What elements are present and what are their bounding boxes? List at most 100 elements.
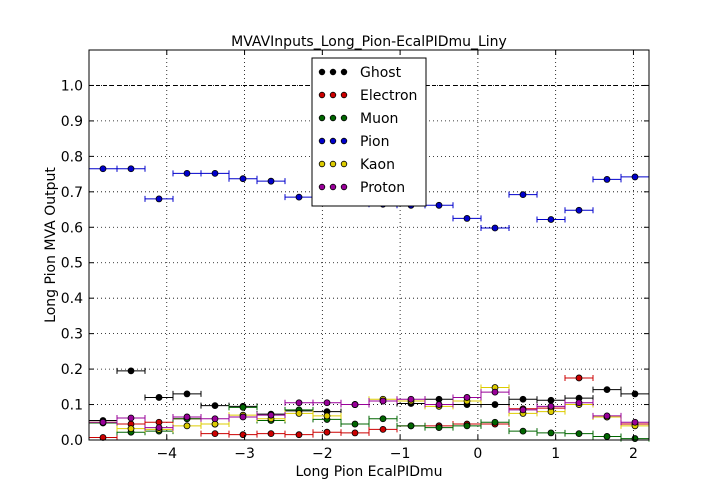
pion-point (575, 206, 583, 214)
y-tick-label: 0.5 (61, 256, 83, 272)
chart-title: MVAVInputs_Long_Pion-EcalPIDmu_Liny (231, 34, 507, 50)
y-tick-label: 1.0 (61, 78, 83, 94)
legend-label-pion: Pion (360, 134, 389, 150)
muon-point (463, 422, 471, 430)
y-tick-label: 0.8 (61, 149, 83, 165)
proton-point (183, 413, 191, 421)
pion-point (211, 169, 219, 177)
pion-point (127, 165, 135, 173)
proton-point (295, 399, 303, 407)
legend-marker-electron (329, 91, 337, 99)
legend-marker-ghost (318, 68, 326, 76)
proton-point (547, 402, 555, 410)
ghost-point (183, 390, 191, 398)
proton-point (407, 395, 415, 403)
legend-marker-electron (340, 91, 348, 99)
proton-point (267, 411, 275, 419)
legend-label-ghost: Ghost (360, 65, 402, 81)
muon-point (631, 435, 639, 442)
proton-point (211, 415, 219, 423)
y-tick-label: 0.7 (61, 185, 83, 201)
pion-point (99, 165, 107, 173)
proton-point (99, 418, 107, 426)
legend-entry-pion: Pion (318, 134, 389, 150)
x-axis-label: Long Pion EcalPIDmu (295, 464, 442, 480)
legend-label-kaon: Kaon (360, 157, 395, 173)
muon-point (603, 433, 611, 440)
proton-point (575, 399, 583, 407)
kaon-point (295, 410, 303, 417)
kaon-point (127, 425, 135, 433)
proton-point (351, 401, 359, 408)
electron-point (379, 425, 387, 433)
muon-point (351, 420, 359, 428)
electron-point (323, 428, 331, 436)
muon-point (491, 418, 499, 426)
x-tick-label: 1 (551, 446, 560, 462)
legend-label-electron: Electron (360, 88, 417, 104)
ghost-point (127, 367, 135, 375)
legend: Ghost Electron Muon Pion Kaon Proton (311, 57, 427, 207)
x-tick-label: −3 (234, 446, 255, 462)
ghost-point (631, 390, 639, 398)
legend-entry-proton: Proton (318, 180, 405, 196)
muon-point (547, 429, 555, 437)
pion-point (239, 175, 247, 183)
plot-frame (88, 49, 650, 441)
electron-point (351, 429, 359, 437)
legend-entry-ghost: Ghost (318, 65, 402, 81)
legend-marker-kaon (318, 160, 326, 168)
electron-point (211, 430, 219, 438)
ghost-point (603, 386, 611, 394)
pion-point (155, 195, 163, 203)
legend-marker-pion (318, 137, 326, 145)
muon-point (435, 424, 443, 431)
proton-point (127, 414, 135, 422)
pion-point (435, 201, 443, 209)
electron-point (239, 431, 247, 439)
y-axis-label: Long Pion MVA Output (43, 167, 59, 323)
electron-point (99, 434, 107, 441)
legend-label-muon: Muon (360, 111, 398, 127)
ghost-point (547, 396, 555, 404)
y-tick-label: 0.4 (61, 291, 83, 307)
pion-point (463, 215, 471, 222)
ghost-point (491, 401, 499, 408)
pion-point (547, 216, 555, 223)
x-tick-label: −1 (390, 446, 411, 462)
legend-marker-muon (318, 114, 326, 122)
proton-point (631, 418, 639, 426)
kaon-point (183, 422, 191, 430)
proton-point (323, 399, 331, 407)
legend-marker-electron (318, 91, 326, 99)
legend-marker-proton (329, 183, 337, 191)
legend-marker-ghost (329, 68, 337, 76)
legend-entry-muon: Muon (318, 111, 398, 127)
muon-point (407, 422, 415, 430)
kaon-point (323, 412, 331, 420)
proton-point (239, 413, 247, 421)
pion-point (267, 177, 275, 185)
legend-marker-proton (340, 183, 348, 191)
proton-point (379, 397, 387, 405)
legend-marker-pion (340, 137, 348, 145)
legend-label-proton: Proton (360, 180, 405, 196)
proton-point (491, 388, 499, 396)
pion-point (183, 169, 191, 177)
proton-point (519, 406, 527, 414)
series-proton (88, 388, 650, 431)
ghost-point (519, 395, 527, 403)
pion-point (519, 191, 527, 199)
electron-point (295, 431, 303, 439)
muon-point (519, 427, 527, 435)
series-electron (88, 374, 650, 441)
legend-marker-proton (318, 183, 326, 191)
electron-point (575, 374, 583, 382)
legend-marker-kaon (340, 160, 348, 168)
pion-point (491, 224, 499, 232)
x-tick-label: −4 (156, 446, 177, 462)
legend-marker-pion (329, 137, 337, 145)
ghost-point (155, 394, 163, 401)
x-tick-label: 2 (629, 446, 638, 462)
